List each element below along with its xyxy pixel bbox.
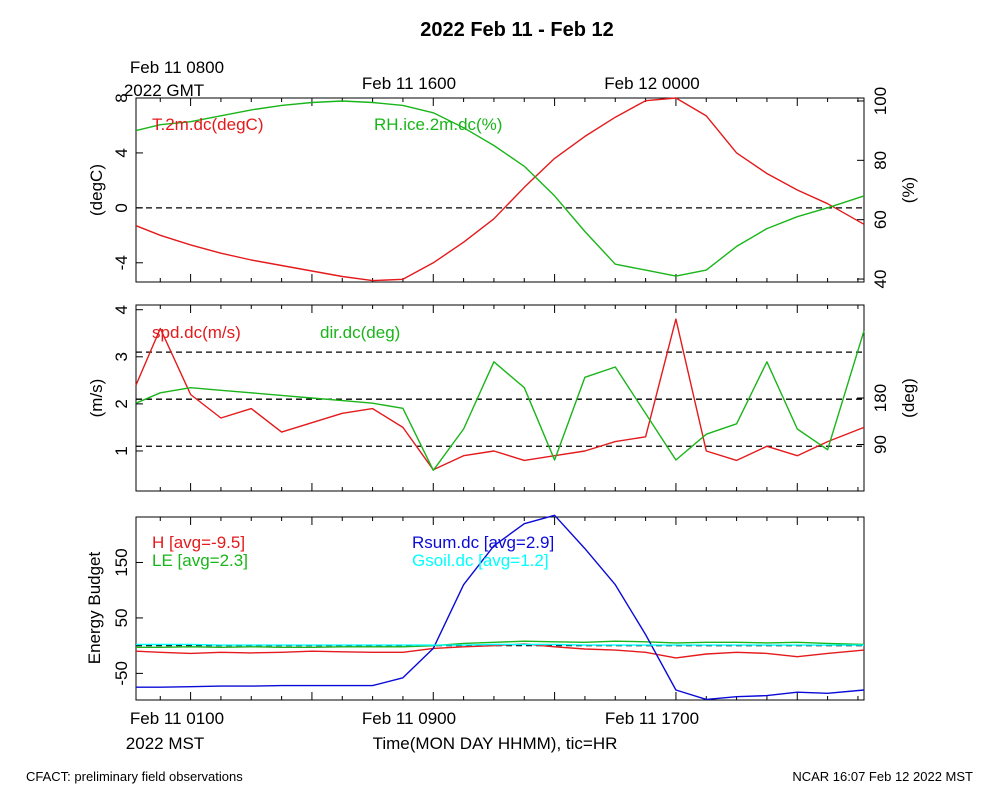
x-axis-label: Time(MON DAY HHMM), tic=HR — [373, 734, 618, 753]
right-tick-labels: 90 180 — [857, 384, 890, 454]
y-tick-label: -4 — [112, 255, 131, 270]
panel-frame — [135, 304, 865, 492]
series-line — [136, 643, 864, 646]
bottom-tick-label: Feb 11 1700 — [605, 709, 699, 728]
wind-panel: 1 2 3 4 90 180 spd.dc(m/s) dir.dc(deg) (m/s)… — [87, 304, 918, 492]
y-tick-label: 100 — [871, 87, 890, 115]
y-tick-label: 150 — [112, 548, 131, 576]
tick-marks — [159, 305, 859, 491]
footer-right: NCAR 16:07 Feb 12 2022 MST — [792, 769, 973, 784]
y-tick-label: 40 — [871, 270, 890, 289]
left-tick-labels: -50 50 150 — [112, 548, 143, 686]
top-tick-label: Feb 11 0800 — [130, 58, 224, 77]
left-axis-label: (m/s) — [87, 379, 106, 418]
series-line — [135, 330, 865, 471]
tick-marks — [159, 98, 859, 282]
legend-speed: spd.dc(m/s) — [152, 323, 241, 342]
chart-title: 2022 Feb 11 - Feb 12 — [420, 19, 613, 41]
series-line — [136, 514, 865, 701]
left-axis-label: (degC) — [87, 164, 106, 216]
footer-left: CFACT: preliminary field observations — [26, 769, 243, 784]
panel-frame — [135, 516, 865, 701]
bottom-tick-label: Feb 11 0900 — [362, 709, 456, 728]
top-tick-label: Feb 12 0000 — [604, 74, 699, 93]
right-tick-labels: 40 60 80 100 — [857, 87, 890, 289]
y-tick-label: 80 — [871, 151, 890, 170]
y-tick-label: 3 — [112, 352, 131, 361]
y-tick-label: 180 — [871, 384, 890, 412]
bottom-axis: Feb 11 0100 Feb 11 0900 Feb 11 1700 2022… — [126, 709, 699, 753]
series-line — [135, 318, 865, 471]
legend-temperature: T.2m.dc(degC) — [152, 115, 263, 134]
top-tick-label-timezone: 2022 GMT — [124, 81, 204, 100]
series-line — [135, 97, 865, 282]
energy-budget-panel: -50 50 150 H [avg=-9.5] LE [avg=2.3] Rsum.… — [85, 514, 865, 701]
y-tick-label: -50 — [112, 661, 131, 686]
tick-marks — [159, 517, 859, 700]
series-line — [135, 100, 865, 277]
top-tick-label: Feb 11 1600 — [362, 74, 456, 93]
top-axis: Feb 11 0800 2022 GMT Feb 11 1600 Feb 12 … — [124, 58, 700, 100]
reference-lines — [136, 351, 864, 447]
series-lines — [135, 514, 865, 701]
legend-latent-heat: LE [avg=2.3] — [152, 551, 248, 570]
series-lines — [135, 97, 865, 282]
y-tick-label: 1 — [112, 446, 131, 455]
y-tick-label: 4 — [112, 305, 131, 314]
series-line — [136, 640, 865, 648]
right-axis-label: (deg) — [899, 378, 918, 418]
bottom-tick-label: Feb 11 0100 — [130, 709, 224, 728]
y-tick-label: 2 — [112, 399, 131, 408]
series-lines — [135, 318, 865, 471]
left-tick-labels: 1 2 3 4 — [112, 305, 143, 456]
bottom-timezone-label: 2022 MST — [126, 734, 204, 753]
series-line — [135, 643, 865, 659]
right-axis-label: (%) — [899, 177, 918, 203]
y-tick-label: 8 — [112, 93, 131, 102]
legend-net-radiation: Rsum.dc [avg=2.9] — [412, 533, 554, 552]
y-tick-label: 0 — [112, 203, 131, 212]
legend-direction: dir.dc(deg) — [320, 323, 400, 342]
y-tick-label: 50 — [112, 608, 131, 627]
left-axis-label: Energy Budget — [85, 551, 104, 664]
legend-soil-heat: Gsoil.dc [avg=1.2] — [412, 551, 549, 570]
y-tick-label: 4 — [112, 148, 131, 157]
y-tick-label: 60 — [871, 210, 890, 229]
temperature-humidity-panel: -4 0 4 8 40 60 80 100 T.2m.dc(degC) RH.ice.2m.… — [87, 87, 918, 289]
y-tick-label: 90 — [871, 435, 890, 454]
panel-frame — [135, 97, 865, 283]
legend-humidity: RH.ice.2m.dc(%) — [374, 115, 502, 134]
left-tick-labels: -4 0 4 8 — [112, 93, 143, 270]
legend-sensible-heat: H [avg=-9.5] — [152, 533, 245, 552]
